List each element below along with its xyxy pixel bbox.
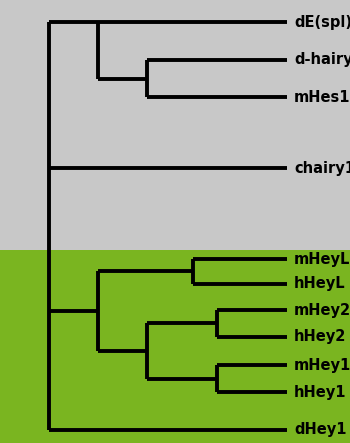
Text: mHes1: mHes1 [294, 90, 350, 105]
Text: hHey2: hHey2 [294, 329, 346, 344]
Text: mHeyL: mHeyL [294, 252, 350, 267]
Text: d-hairy: d-hairy [294, 52, 350, 67]
Text: hHey1: hHey1 [294, 385, 346, 400]
Text: hHeyL: hHeyL [294, 276, 346, 291]
Bar [0, 0, 350, 250]
Text: chairy1: chairy1 [294, 161, 350, 176]
Text: mHey1: mHey1 [294, 358, 350, 373]
Bar [0, 250, 350, 443]
Text: mHey2: mHey2 [294, 303, 350, 318]
Text: dE(spl)M5: dE(spl)M5 [294, 15, 350, 30]
Text: dHey1: dHey1 [294, 422, 346, 437]
